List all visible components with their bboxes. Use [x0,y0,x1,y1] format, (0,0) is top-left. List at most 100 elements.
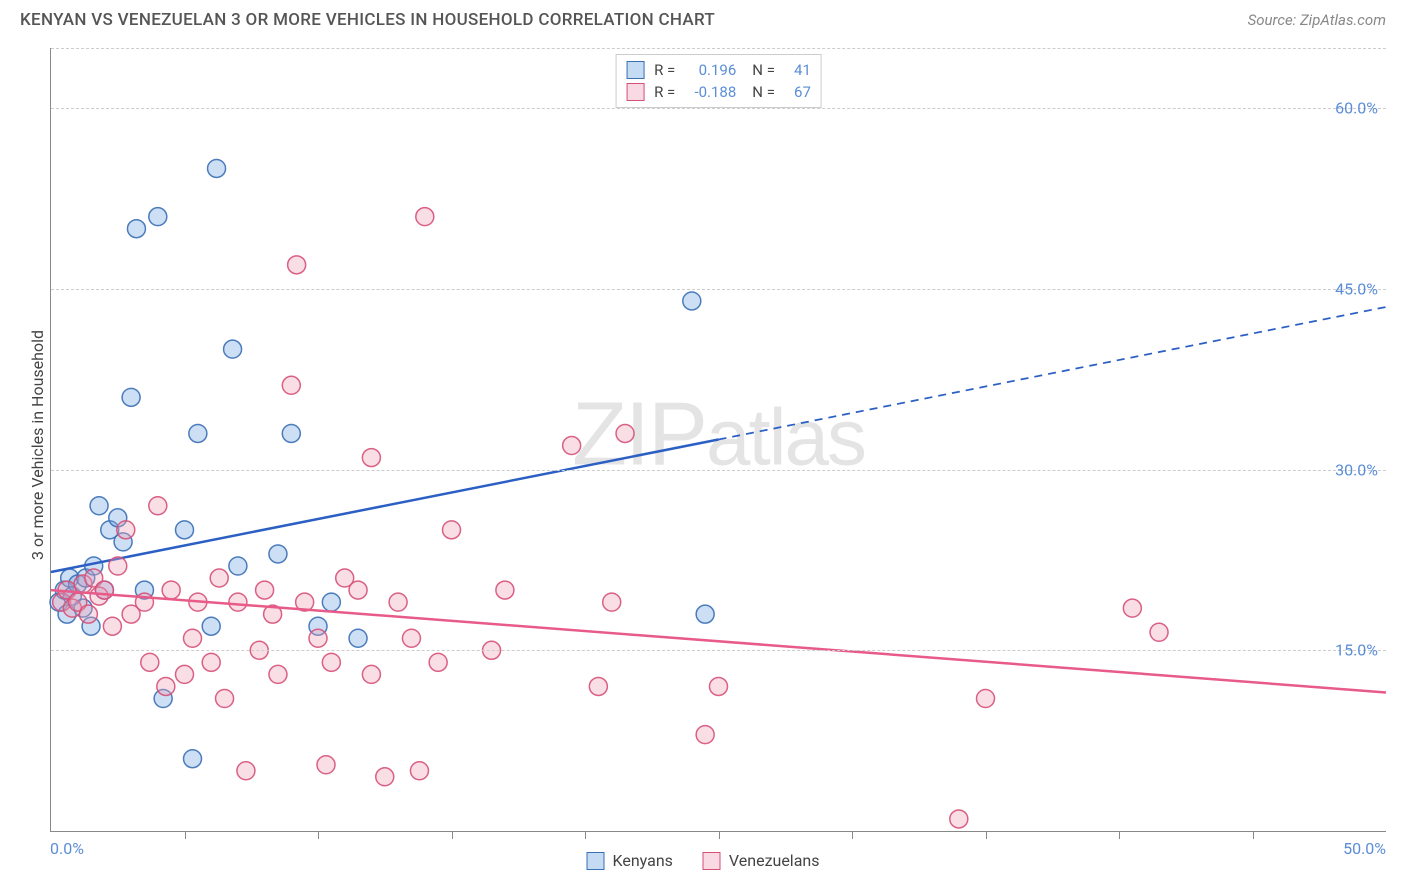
gridline [51,48,1386,49]
x-tick [185,831,186,839]
data-point [429,653,447,671]
data-point [950,810,968,828]
chart-area: ZIPatlas R = 0.196 N = 41 R = -0.188 N =… [50,48,1386,832]
legend-correlation: R = 0.196 N = 41 R = -0.188 N = 67 [615,54,822,108]
data-point [122,388,140,406]
data-point [79,605,97,623]
data-point [282,424,300,442]
data-point [349,629,367,647]
legend-series-label: Venezuelans [729,851,820,870]
data-point [696,726,714,744]
x-tick [986,831,987,839]
data-point [710,677,728,695]
y-tick-label: 60.0% [1335,99,1378,118]
data-point [90,497,108,515]
gridline [51,108,1386,109]
data-point [410,762,428,780]
data-point [176,665,194,683]
data-point [202,617,220,635]
data-point [402,629,420,647]
data-point [127,220,145,238]
x-tick [852,831,853,839]
data-point [563,437,581,455]
data-point [216,689,234,707]
legend-r-label: R = [654,83,675,101]
data-point [141,653,159,671]
legend-series-item: Kenyans [587,851,673,870]
data-point [288,256,306,274]
data-point [496,581,514,599]
legend-r-label: R = [654,61,675,79]
x-tick [585,831,586,839]
data-point [95,581,113,599]
x-tick [452,831,453,839]
data-point [362,665,380,683]
legend-n-value: 67 [781,83,811,101]
legend-series-item: Venezuelans [703,851,820,870]
legend-n-label: N = [752,61,775,79]
legend-row: R = -0.188 N = 67 [626,81,811,103]
data-point [416,208,434,226]
data-point [189,424,207,442]
data-point [616,424,634,442]
data-point [149,497,167,515]
source-label: Source: ZipAtlas.com [1248,11,1386,29]
legend-n-value: 41 [781,61,811,79]
data-point [696,605,714,623]
legend-swatch [626,61,644,79]
x-tick [1253,831,1254,839]
data-point [1150,623,1168,641]
y-tick-label: 30.0% [1335,460,1378,479]
data-point [109,557,127,575]
gridline [51,289,1386,290]
data-point [322,593,340,611]
data-point [184,629,202,647]
legend-r-value: -0.188 [681,83,736,101]
data-point [184,750,202,768]
x-tick [1119,831,1120,839]
data-point [162,581,180,599]
gridline [51,470,1386,471]
data-point [309,629,327,647]
data-point [317,756,335,774]
scatter-plot [51,48,1386,831]
data-point [1123,599,1141,617]
legend-swatch [587,852,605,870]
data-point [269,665,287,683]
x-axis-max: 50.0% [1343,839,1386,858]
data-point [376,768,394,786]
x-axis-min: 0.0% [50,839,84,858]
data-point [256,581,274,599]
data-point [210,569,228,587]
data-point [589,677,607,695]
y-axis-label: 3 or more Vehicles in Household [28,330,47,560]
data-point [237,762,255,780]
data-point [269,545,287,563]
data-point [103,617,121,635]
data-point [229,593,247,611]
legend-r-value: 0.196 [681,61,736,79]
data-point [389,593,407,611]
y-tick-label: 15.0% [1335,641,1378,660]
data-point [683,292,701,310]
legend-n-label: N = [752,83,775,101]
gridline [51,650,1386,651]
legend-row: R = 0.196 N = 41 [626,59,811,81]
trendline-dashed [719,307,1387,440]
header: KENYAN VS VENEZUELAN 3 OR MORE VEHICLES … [0,0,1406,38]
data-point [157,677,175,695]
data-point [362,449,380,467]
x-tick [719,831,720,839]
data-point [603,593,621,611]
legend-swatch [703,852,721,870]
data-point [208,159,226,177]
chart-title: KENYAN VS VENEZUELAN 3 OR MORE VEHICLES … [20,10,715,30]
legend-series: Kenyans Venezuelans [587,851,820,870]
data-point [443,521,461,539]
x-tick [318,831,319,839]
legend-series-label: Kenyans [613,851,673,870]
data-point [229,557,247,575]
data-point [202,653,220,671]
data-point [282,376,300,394]
data-point [117,521,135,539]
